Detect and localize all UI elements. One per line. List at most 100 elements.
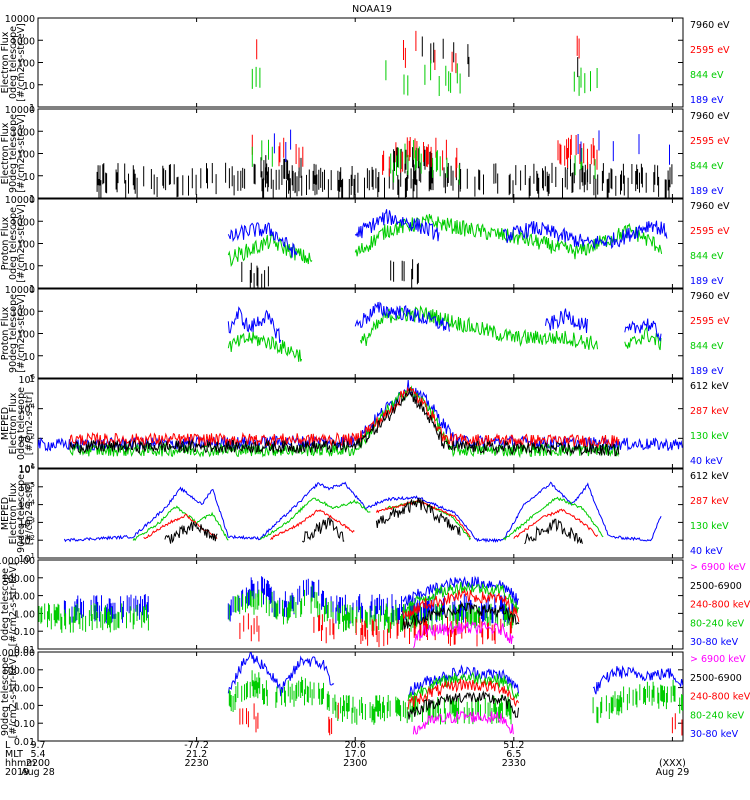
y-axis-label: [#/cm2-s-str]	[24, 482, 35, 545]
legend-entry: 7960 eV	[690, 111, 730, 122]
series-844-ev	[227, 305, 662, 362]
plot-area	[63, 481, 750, 545]
series-mark	[328, 702, 339, 736]
series-mark	[241, 261, 269, 288]
y-tick-label: 0.01	[14, 645, 35, 656]
x-tick-label: 51.2	[503, 740, 524, 751]
y-axis-label: Proton Flux	[0, 216, 11, 270]
y-tick-exponent: 6	[31, 373, 36, 381]
series-mark	[577, 130, 670, 165]
y-tick-label: 100	[17, 59, 35, 70]
x-tick-label: 17.0	[345, 749, 366, 760]
plot-area	[251, 30, 598, 96]
series-line	[412, 710, 514, 735]
y-tick-label: 10.00	[8, 592, 35, 603]
series-line	[736, 522, 750, 544]
x-tick-label: (XXX)	[659, 758, 686, 769]
series-mark	[421, 36, 470, 77]
series-line	[402, 601, 520, 630]
series-line	[407, 690, 519, 720]
series-line	[502, 496, 604, 541]
series-line	[259, 497, 371, 540]
legend-entry: 80-240 keV	[690, 618, 745, 629]
y-axis-label: 90deg telescope	[8, 294, 19, 373]
y-tick-label: 100	[17, 240, 35, 251]
y-axis-label: [#/cm2-s-str-eV]	[16, 204, 27, 283]
series-80-240-kev	[228, 670, 683, 725]
legend-entry: 240-800 keV	[690, 600, 750, 611]
y-tick-label: 10	[23, 172, 35, 183]
series-line	[270, 509, 355, 541]
y-axis-label: 0deg telescope	[0, 568, 11, 641]
legend-entry: 612 keV	[690, 381, 729, 392]
series-line	[354, 301, 450, 332]
plot-area	[227, 209, 668, 288]
legend-entry: 30-80 keV	[690, 637, 739, 648]
series-band-magenta	[412, 710, 514, 735]
legend-entry: 189 eV	[690, 366, 724, 377]
series-mark	[671, 713, 683, 736]
y-tick-exponent: 4	[31, 403, 36, 411]
y-axis-label: [#/cm2-s-str]	[24, 392, 35, 455]
legend-entry: 612 keV	[690, 471, 729, 482]
y-axis-label: MEPED	[0, 497, 11, 530]
y-tick-label: 1	[29, 284, 35, 295]
series-line	[301, 517, 345, 543]
legend-entry: 2500-6900	[690, 581, 742, 592]
panel-frame	[37, 559, 684, 650]
y-axis-label: Electron Flux	[0, 31, 11, 93]
series-844-ev	[251, 139, 596, 185]
series-40-kev	[63, 481, 662, 543]
series-line	[227, 233, 313, 268]
chart-title: NOAA19	[352, 4, 392, 15]
y-axis-label: Electron Flux	[8, 392, 19, 454]
series-band-black	[402, 601, 520, 630]
series-30-80-kev	[63, 576, 514, 624]
y-tick-exponent: 5	[31, 481, 35, 489]
series-line	[412, 620, 514, 649]
legend-entry: 287 keV	[690, 406, 729, 417]
series-line	[143, 513, 218, 539]
series-mark	[573, 67, 598, 96]
series-line	[407, 664, 519, 697]
series-line	[624, 325, 662, 351]
x-tick-label: -77.2	[184, 740, 209, 751]
series-189-ev	[273, 129, 670, 165]
series-240-800-kev	[239, 702, 683, 736]
y-tick-exponent: 1	[31, 552, 35, 560]
series-line	[402, 588, 520, 623]
series-line	[63, 481, 662, 543]
series-mark	[96, 162, 673, 198]
legend-entry: 2595 eV	[690, 136, 730, 147]
y-axis-label: [#/cm2-s-str-keV]	[8, 655, 19, 739]
series-mark	[251, 66, 261, 89]
legend-entry: 30-80 keV	[690, 729, 739, 740]
series-line	[592, 665, 683, 695]
series-mark	[403, 30, 457, 74]
series-2595-ev	[256, 30, 580, 74]
series-line	[375, 497, 461, 536]
y-tick-label: 1	[29, 194, 35, 205]
y-tick-label: 1000	[11, 36, 35, 47]
series-band-green	[407, 671, 519, 702]
series-line	[402, 581, 520, 614]
legend-entry: 287 keV	[690, 496, 729, 507]
y-tick-label: 100	[17, 330, 35, 341]
legend-entry: 189 eV	[690, 186, 724, 197]
y-axis-label: 90deg telescope	[8, 114, 19, 193]
plot-area	[227, 652, 683, 736]
legend-entry: 40 keV	[690, 546, 723, 557]
legend-entry: 80-240 keV	[690, 710, 745, 721]
panel-frame	[37, 17, 684, 108]
legend-entry: 2595 eV	[690, 45, 730, 56]
series-line	[513, 508, 599, 539]
legend-entry: > 6900 keV	[690, 654, 746, 665]
y-tick-label: 1.00	[14, 609, 35, 620]
series-189-ev	[227, 209, 668, 258]
y-axis-label: Electron Flux	[8, 482, 19, 544]
y-axis-label: Proton Flux	[0, 306, 11, 360]
